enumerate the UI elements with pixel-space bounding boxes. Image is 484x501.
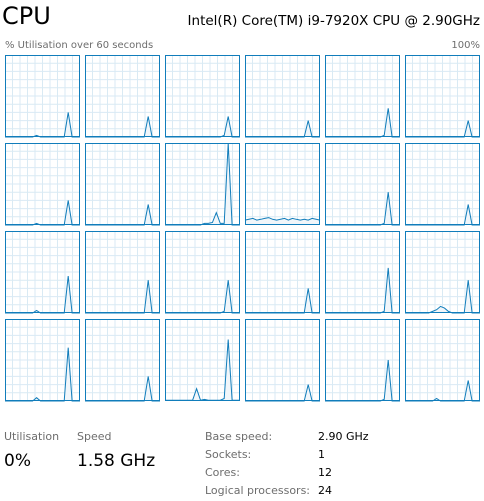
detail-value: 12 bbox=[318, 466, 332, 479]
utilisation-line bbox=[244, 217, 321, 221]
detail-value: 24 bbox=[318, 484, 332, 497]
processor-name: Intel(R) Core(TM) i9-7920X CPU @ 2.90GHz bbox=[188, 13, 480, 29]
graph-border bbox=[245, 55, 320, 137]
detail-value: 2.90 GHz bbox=[318, 430, 369, 443]
detail-label: Cores: bbox=[205, 466, 240, 479]
graph-border bbox=[245, 143, 320, 225]
graph-border bbox=[325, 231, 400, 313]
graph-border bbox=[165, 55, 240, 137]
core-graph bbox=[5, 55, 80, 138]
details: Base speed: 2.90 GHz Sockets: 1 Cores: 12 Logi… bbox=[205, 430, 369, 497]
stat-label: Utilisation bbox=[4, 430, 59, 443]
utilisation-area bbox=[245, 217, 320, 225]
core-graph bbox=[5, 143, 80, 226]
core-graph bbox=[405, 55, 480, 138]
graph-border bbox=[325, 319, 400, 401]
graph-border bbox=[165, 143, 240, 225]
core-graph bbox=[325, 231, 400, 314]
graph-border bbox=[5, 143, 80, 225]
graph-border bbox=[85, 143, 160, 225]
core-graph bbox=[85, 55, 160, 138]
core-graph bbox=[5, 319, 80, 402]
graphs bbox=[5, 55, 480, 402]
graph-border bbox=[85, 231, 160, 313]
core-graph bbox=[405, 143, 480, 226]
core-graph bbox=[325, 143, 400, 226]
core-graph bbox=[325, 55, 400, 138]
core-graph bbox=[85, 319, 160, 402]
graph-border bbox=[405, 319, 480, 401]
graph-border bbox=[245, 319, 320, 401]
graph-border bbox=[325, 55, 400, 137]
graph-border bbox=[5, 55, 80, 137]
core-graph bbox=[245, 55, 320, 138]
stat-value: 0% bbox=[4, 451, 31, 471]
core-graph bbox=[5, 231, 80, 314]
core-graph bbox=[85, 231, 160, 314]
graph-label: % Utilisation over 60 seconds bbox=[5, 40, 153, 51]
graph-border bbox=[5, 319, 80, 401]
core-graph bbox=[165, 231, 240, 314]
graph-border bbox=[85, 55, 160, 137]
graph-border bbox=[85, 319, 160, 401]
graph-border bbox=[165, 319, 240, 401]
core-graph bbox=[244, 143, 321, 225]
core-graph bbox=[245, 231, 320, 314]
stat-label: Speed bbox=[77, 430, 111, 443]
graph-border bbox=[405, 231, 480, 313]
graph-border bbox=[325, 143, 400, 225]
core-graph bbox=[85, 143, 160, 226]
graph-border bbox=[405, 143, 480, 225]
core-graph bbox=[245, 319, 320, 402]
core-graph bbox=[405, 319, 480, 402]
core-graph bbox=[165, 55, 240, 138]
core-graph bbox=[165, 319, 240, 401]
graph-max: 100% bbox=[451, 40, 480, 51]
detail-label: Sockets: bbox=[205, 448, 251, 461]
core-graph bbox=[405, 231, 480, 314]
graph-border bbox=[245, 231, 320, 313]
detail-label: Logical processors: bbox=[205, 484, 310, 497]
title: CPU bbox=[2, 2, 51, 30]
stat-value: 1.58 GHz bbox=[77, 451, 155, 471]
graph-border bbox=[405, 55, 480, 137]
core-graph bbox=[325, 319, 400, 402]
detail-label: Base speed: bbox=[205, 430, 272, 443]
graph-border bbox=[165, 231, 240, 313]
core-graph bbox=[165, 142, 240, 226]
graph-border bbox=[5, 231, 80, 313]
detail-value: 1 bbox=[318, 448, 325, 461]
